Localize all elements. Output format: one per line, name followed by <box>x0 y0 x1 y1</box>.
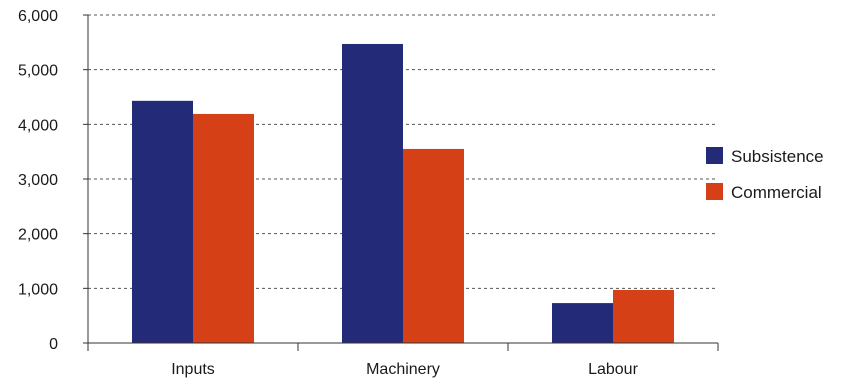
bar-commercial-labour <box>613 289 674 343</box>
bar-subsistence-machinery <box>342 43 403 344</box>
y-tick-label-3: 3,000 <box>18 172 58 189</box>
bars <box>132 43 674 344</box>
bar-commercial-inputs <box>193 113 254 344</box>
y-tick-label-0: 0 <box>49 336 58 353</box>
y-tick-label-6: 6,000 <box>18 8 58 25</box>
bar-subsistence-labour <box>552 303 613 343</box>
legend: Subsistence Commercial <box>706 147 824 202</box>
y-tick-label-1: 1,000 <box>18 281 58 298</box>
legend-swatch-commercial <box>706 183 723 200</box>
y-tick-label-5: 5,000 <box>18 63 58 80</box>
bar-commercial-machinery <box>403 148 464 343</box>
y-tick-label-4: 4,000 <box>18 117 58 134</box>
y-tick-labels: 0 1,000 2,000 3,000 4,000 5,000 6,000 <box>18 8 58 353</box>
legend-swatch-subsistence <box>706 147 723 164</box>
x-category-label-1: Machinery <box>366 361 440 378</box>
bar-subsistence-inputs <box>132 100 193 344</box>
x-category-label-2: Labour <box>588 361 638 378</box>
axes <box>83 14 719 351</box>
legend-label-subsistence: Subsistence <box>731 147 824 166</box>
x-category-labels: Inputs Machinery Labour <box>171 361 638 378</box>
legend-label-commercial: Commercial <box>731 183 822 202</box>
x-category-label-0: Inputs <box>171 361 215 378</box>
y-tick-label-2: 2,000 <box>18 227 58 244</box>
